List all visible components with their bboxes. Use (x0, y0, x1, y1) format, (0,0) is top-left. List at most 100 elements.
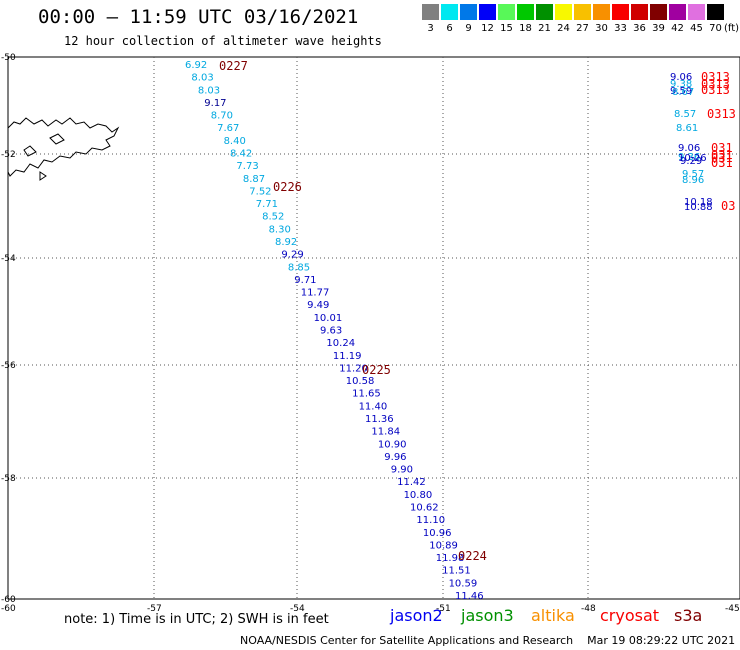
time-label: 0313 (701, 70, 730, 84)
legend-swatch (479, 4, 496, 20)
wave-height-label: 9.90 (391, 465, 413, 476)
wave-height-label: 9.59 (670, 86, 692, 97)
wave-height-label: 11.77 (301, 288, 330, 299)
time-label: 0313 (701, 77, 730, 91)
legend-swatch (574, 4, 591, 20)
lat-label: -50 (1, 53, 16, 63)
wave-height-label: 8.40 (224, 136, 246, 147)
wave-height-label: 8.30 (269, 224, 291, 235)
legend-swatch (688, 4, 705, 20)
wave-height-label: 9.96 (384, 452, 406, 463)
wave-height-label: 11.65 (352, 389, 381, 400)
footer-note: note: 1) Time is in UTC; 2) SWH is in fe… (64, 612, 329, 627)
legend-swatch (517, 4, 534, 20)
wave-height-label: 10.58 (346, 376, 375, 387)
legend-label: 45 (690, 23, 703, 34)
legend-label: 6 (446, 23, 453, 34)
time-label: 0225 (362, 363, 391, 377)
legend-swatch (460, 4, 477, 20)
legend-unit: (ft) (724, 23, 740, 34)
lat-label: -56 (1, 361, 16, 371)
wave-height-label: 9.29 (680, 156, 702, 167)
lon-label: -60 (1, 604, 16, 614)
legend-label: 15 (500, 23, 513, 34)
legend-label: 9 (465, 23, 472, 34)
wave-height-label: 10.90 (378, 439, 407, 450)
wave-height-label: 9.06 (678, 143, 700, 154)
wave-height-label: 8.03 (191, 73, 213, 84)
time-label: 03 (721, 199, 735, 213)
wave-height-label: 10.01 (314, 313, 343, 324)
wave-height-label: 7.67 (217, 123, 239, 134)
page-subtitle: 12 hour collection of altimeter wave hei… (64, 34, 382, 48)
footer-credit: NOAA/NESDIS Center for Satellite Applica… (240, 634, 736, 647)
satellite-name: jason2 (390, 606, 443, 625)
lon-label: -51 (436, 604, 451, 614)
legend-swatch (498, 4, 515, 20)
legend-label: 21 (538, 23, 551, 34)
wave-height-label: 9.38 (670, 79, 692, 90)
satellite-name: cryosat (600, 606, 660, 625)
legend-swatch (631, 4, 648, 20)
wave-height-label: 10.26 (678, 153, 707, 164)
wave-height-label: 8.42 (230, 149, 252, 160)
legend-swatch (422, 4, 439, 20)
wave-height-label: 8.61 (676, 123, 698, 134)
lat-label: -54 (1, 254, 16, 264)
legend-swatch (441, 4, 458, 20)
legend-swatch (707, 4, 724, 20)
legend-swatch (612, 4, 629, 20)
legend-label: 33 (614, 23, 627, 34)
wave-height-label: 8.67 (672, 87, 694, 98)
wave-height-label: 10.24 (326, 338, 355, 349)
legend-label: 42 (671, 23, 684, 34)
legend-label: 24 (557, 23, 570, 34)
wave-height-label: 8.92 (275, 237, 297, 248)
wave-height-label: 10.18 (684, 197, 713, 208)
legend-swatch (555, 4, 572, 20)
axis-labels: -50 -52 -54 -56 -58 -60-60 -57 -54 -51 -48 -45 (1, 53, 740, 614)
lon-label: -45 (725, 604, 740, 614)
wave-height-label: 8.03 (198, 85, 220, 96)
wave-height-label: 9.57 (682, 169, 704, 180)
legend-swatch (593, 4, 610, 20)
wave-height-label: 11.20 (339, 363, 368, 374)
time-label: 031 (711, 141, 733, 155)
wave-height-label: 11.98 (436, 553, 465, 564)
lon-label: -57 (147, 604, 162, 614)
wave-height-label: 9.06 (670, 72, 692, 83)
page-title: 00:00 – 11:59 UTC 03/16/2021 (38, 6, 359, 28)
wave-height-label: 10.96 (423, 528, 452, 539)
legend-label: 36 (633, 23, 646, 34)
wave-height-label: 7.73 (236, 161, 258, 172)
satellite-name: jason3 (461, 606, 514, 625)
lat-lon-grid (8, 57, 740, 599)
wave-height-label: 11.10 (416, 515, 445, 526)
lat-label: -60 (1, 595, 16, 605)
legend-swatch (669, 4, 686, 20)
wave-height-label: 9.36 (678, 152, 700, 163)
wave-height-label: 10.62 (410, 503, 439, 514)
lat-label: -52 (1, 150, 16, 160)
legend-label: 3 (427, 23, 434, 34)
time-label: 0313 (701, 83, 730, 97)
wave-height-label: 8.57 (674, 109, 696, 120)
wave-height-label: 10.80 (404, 490, 433, 501)
wave-height-label: 9.63 (320, 326, 342, 337)
wave-height-label: 10.89 (429, 540, 458, 551)
wave-height-label: 11.46 (455, 591, 484, 602)
falkland-islands-coastline (7, 117, 120, 181)
wave-height-label: 10.88 (684, 202, 713, 213)
legend-label: 18 (519, 23, 532, 34)
wave-height-label: 11.19 (333, 351, 362, 362)
wave-height-label: 8.96 (682, 175, 704, 186)
legend-label: 30 (595, 23, 608, 34)
lon-label: -48 (581, 604, 596, 614)
satellite-name: s3a (674, 606, 703, 625)
time-label: 0313 (707, 107, 736, 121)
wave-height-label: 8.52 (262, 212, 284, 223)
wave-height-label: 9.29 (281, 250, 303, 261)
lon-label: -54 (290, 604, 305, 614)
wave-height-label: 8.70 (211, 111, 233, 122)
